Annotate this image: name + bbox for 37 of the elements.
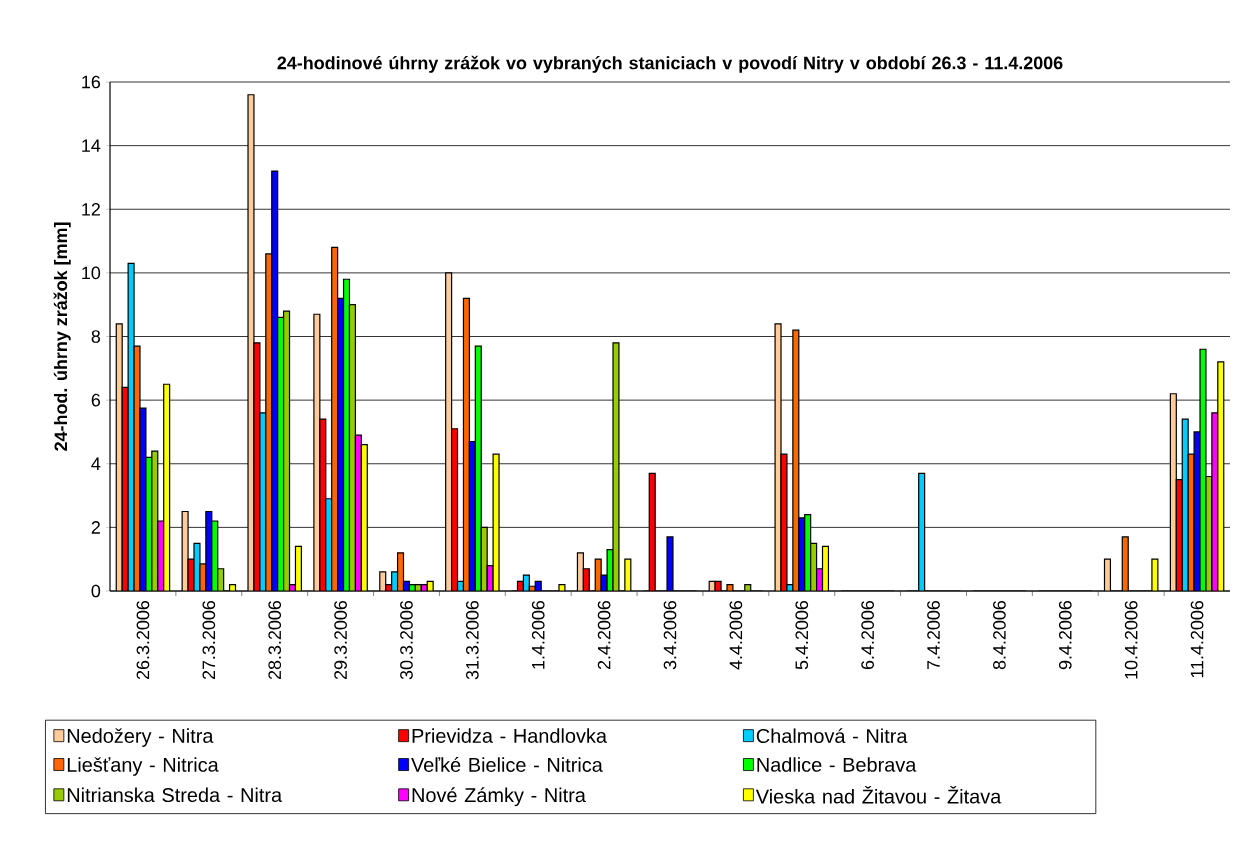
y-tick-label: 14 [82, 139, 101, 152]
y-tick-label: 8 [91, 330, 101, 343]
x-tick-label: 7.4.2006 [927, 600, 940, 670]
legend-label: Vieska nad Žitavou - Žitava [755, 785, 1002, 804]
x-tick-label: 29.3.2006 [334, 600, 347, 680]
y-axis-title: 24-hod. úhrny zrážok [mm] [53, 222, 71, 451]
x-tick-label: 3.4.2006 [663, 600, 677, 670]
y-tick-label: 16 [82, 75, 101, 89]
x-tick-label: 9.4.2006 [1058, 600, 1072, 670]
legend-label: Liešťany - Nitrica [67, 757, 219, 776]
x-tick-label: 11.4.2006 [1190, 600, 1204, 678]
y-tick-label: 4 [91, 457, 101, 470]
legend-label: Nadlice - Bebrava [757, 757, 917, 772]
legend-label: Veľké Bielice - Nitrica [411, 757, 603, 772]
x-tick-label: 1.4.2006 [531, 600, 545, 669]
x-tick-label: 8.4.2006 [993, 600, 1006, 670]
x-tick-label: 4.4.2006 [729, 600, 743, 670]
x-tick-label: 6.4.2006 [861, 600, 874, 670]
x-tick-label: 31.3.2006 [465, 600, 479, 680]
x-tick-label: 28.3.2006 [268, 600, 282, 680]
x-tick-label: 10.4.2006 [1124, 600, 1138, 679]
legend-label: Nové Zámky - Nitra [412, 787, 586, 807]
x-tick-label: 5.4.2006 [795, 600, 809, 670]
y-tick-label: 12 [82, 202, 100, 216]
legend-label: Chalmová - Nitra [756, 728, 908, 744]
y-tick-label: 10 [82, 266, 101, 280]
y-tick-label: 0 [91, 584, 101, 598]
x-tick-label: 26.3.2006 [136, 600, 150, 680]
x-tick-label: 2.4.2006 [597, 600, 611, 670]
x-tick-label: 27.3.2006 [202, 600, 216, 680]
legend-label: Nedožery - Nitra [67, 728, 214, 747]
legend-label: Prievidza - Handlovka [412, 728, 607, 743]
legend-label: Nitrianska Streda - Nitra [67, 787, 283, 803]
y-tick-label: 6 [91, 393, 101, 407]
x-tick-label: 30.3.2006 [400, 600, 413, 680]
y-tick-label: 2 [91, 521, 100, 534]
chart-title: 24-hodinové úhrny zrážok vo vybraných staniciach v povodí Nitry v období 26.3 - 11.4.2006 [277, 55, 1063, 73]
